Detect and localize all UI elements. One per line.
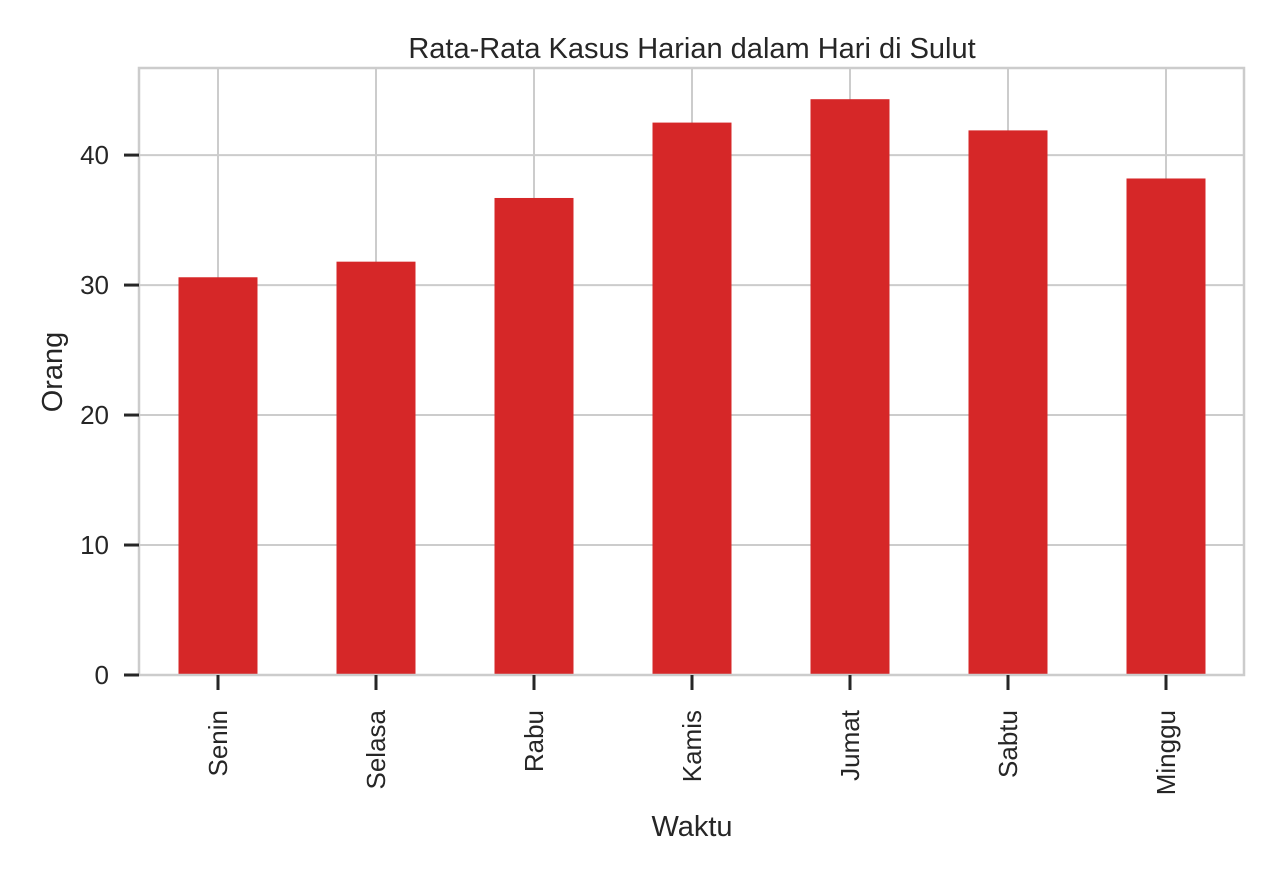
bar-selasa (336, 261, 416, 675)
bar-sabtu (968, 130, 1048, 676)
y-axis-ticks: 0 10 20 30 40 (80, 140, 139, 690)
y-tick-label: 10 (80, 530, 109, 560)
bar-jumat (810, 99, 890, 675)
bar-kamis (652, 122, 732, 675)
chart-title: Rata-Rata Kasus Harian dalam Hari di Sul… (408, 33, 975, 65)
y-tick-label: 30 (80, 270, 109, 300)
x-tick-label: Minggu (1151, 710, 1181, 795)
y-tick-label: 20 (80, 400, 109, 430)
bar-senin (178, 277, 258, 675)
x-tick-label: Sabtu (993, 710, 1023, 778)
y-axis-label: Orang (37, 332, 69, 413)
x-tick-label: Selasa (361, 709, 391, 789)
bars (178, 99, 1206, 676)
bar-rabu (494, 197, 574, 676)
y-tick-label: 40 (80, 140, 109, 170)
x-axis-label: Waktu (651, 811, 732, 843)
x-tick-label: Jumat (835, 709, 865, 781)
x-tick-label: Rabu (519, 710, 549, 772)
x-axis-ticks: Senin Selasa Rabu Kamis Jumat Sabtu Minggu (203, 675, 1181, 795)
x-tick-label: Kamis (677, 710, 707, 782)
x-tick-label: Senin (203, 710, 233, 777)
y-tick-label: 0 (95, 660, 109, 690)
bar-minggu (1126, 178, 1206, 675)
